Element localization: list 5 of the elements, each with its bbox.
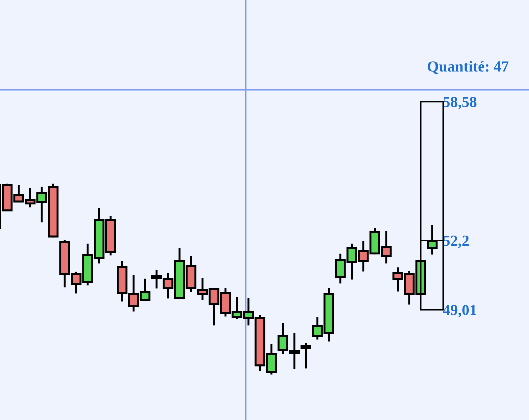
y-tick-label: 58,58	[444, 97, 477, 110]
y-tick-label: 52,2	[444, 236, 469, 248]
y-tick-label: 49,01	[443, 305, 476, 318]
annotation: Quantité: 47	[428, 61, 509, 74]
candlestick	[300, 342, 312, 370]
